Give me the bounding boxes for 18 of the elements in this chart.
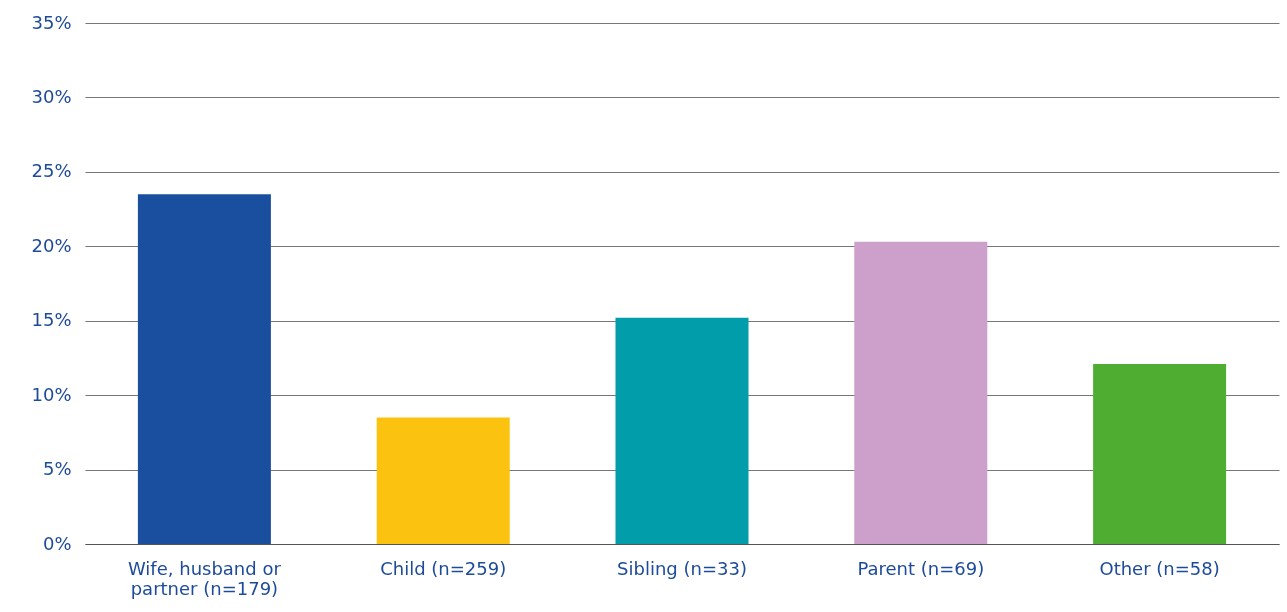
y-tick-label: 5% (42, 458, 72, 480)
bar (1093, 363, 1227, 544)
x-tick-label: Parent (n=69) (857, 557, 985, 579)
x-tick-label: Sibling (n=33) (617, 557, 747, 579)
y-tick-label: 20% (31, 234, 72, 256)
bar (137, 194, 271, 544)
x-tick-label: Child (n=259) (380, 557, 507, 579)
y-tick-label: 15% (31, 309, 72, 331)
x-tick-label: Other (n=58) (1099, 557, 1220, 579)
y-tick-label: 0% (42, 532, 72, 554)
y-tick-label: 25% (31, 160, 72, 182)
bar (376, 417, 510, 544)
y-tick-label: 10% (31, 383, 72, 405)
y-tick-label: 30% (31, 85, 72, 107)
y-tick-label: 35% (31, 11, 72, 33)
x-tick-label: Wife, husband or partner (n=179) (127, 557, 282, 599)
bar (615, 317, 749, 544)
bar (854, 241, 988, 544)
